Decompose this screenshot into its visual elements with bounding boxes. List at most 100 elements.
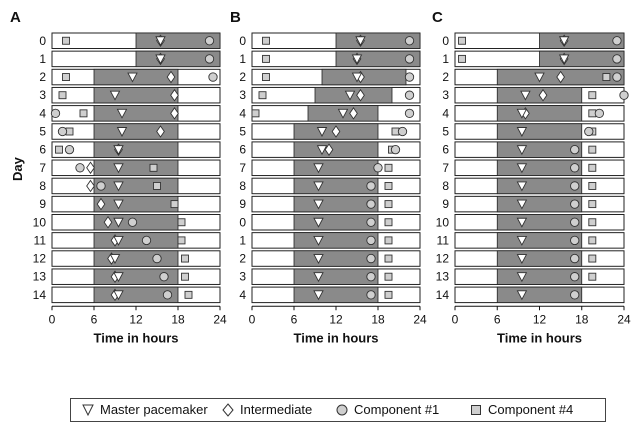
dark-interval <box>496 177 583 195</box>
component1-marker <box>612 54 622 64</box>
x-tick-label: 0 <box>249 312 256 326</box>
master-marker <box>313 254 324 265</box>
component1-marker <box>570 272 580 282</box>
intermediate-marker <box>86 161 95 175</box>
component4-marker <box>170 200 179 209</box>
x-tick-label: 18 <box>371 312 385 326</box>
x-tick-label: 18 <box>171 312 185 326</box>
master-marker <box>313 290 324 301</box>
panel-c <box>454 32 629 311</box>
master-marker <box>313 272 324 283</box>
master-marker <box>516 145 528 156</box>
x-axis-label: Time in hours <box>94 330 179 345</box>
day-tick-label: 10 <box>33 215 47 229</box>
x-tick-label: 0 <box>452 312 459 326</box>
intermediate-marker <box>86 179 95 193</box>
component4-marker <box>384 181 393 190</box>
component4-marker <box>602 73 611 82</box>
dark-interval <box>293 250 379 267</box>
master-marker <box>313 235 324 246</box>
day-tick-label: 4 <box>239 106 246 120</box>
component4-marker <box>384 236 393 245</box>
day-tick-label: 9 <box>442 197 449 211</box>
panel-a <box>50 32 221 311</box>
x-tick-label: 12 <box>533 312 547 326</box>
intermediate-marker <box>103 215 113 229</box>
x-tick-label: 6 <box>494 312 501 326</box>
intermediate-marker <box>96 197 106 211</box>
component1-marker <box>127 217 138 227</box>
component1-marker <box>404 36 415 46</box>
x-tick-label: 12 <box>129 312 143 326</box>
component1-marker <box>366 290 376 300</box>
day-tick-label: 5 <box>442 125 449 139</box>
x-tick-label: 18 <box>575 312 589 326</box>
component4-marker <box>58 91 67 100</box>
day-tick-label: 9 <box>239 197 246 211</box>
component1-marker <box>204 36 215 46</box>
master-marker <box>113 235 124 246</box>
component4-marker <box>384 218 393 227</box>
dark-interval <box>93 105 179 122</box>
day-tick-label: 1 <box>442 52 449 66</box>
circle-icon <box>336 404 348 415</box>
legend: Master pacemaker Intermediate Component … <box>70 398 606 422</box>
component4-marker <box>153 181 161 190</box>
component4-marker <box>62 73 70 82</box>
day-tick-label: 6 <box>39 143 46 157</box>
legend-label-component1: Component #1 <box>354 402 440 417</box>
dark-interval <box>93 250 179 267</box>
dark-interval <box>293 286 379 304</box>
master-marker <box>344 90 356 101</box>
day-tick-label: 4 <box>239 288 246 302</box>
panel-letter-c: C <box>432 9 443 26</box>
x-tick-label: 24 <box>617 312 631 326</box>
component1-marker <box>162 290 173 300</box>
component1-marker <box>366 181 376 191</box>
day-tick-label: 8 <box>442 179 449 193</box>
day-tick-label: 10 <box>436 215 450 229</box>
day-tick-label: 8 <box>239 179 246 193</box>
master-marker <box>313 163 324 174</box>
component4-marker <box>588 236 597 245</box>
panel-b <box>251 32 421 311</box>
legend-item-intermediate: Intermediate <box>221 402 312 417</box>
dark-interval <box>293 232 379 249</box>
intermediate-marker <box>331 125 341 138</box>
master-marker <box>313 199 324 210</box>
master-marker <box>516 163 528 174</box>
legend-label-master: Master pacemaker <box>100 402 208 417</box>
component1-marker <box>584 126 594 137</box>
master-marker <box>313 217 324 228</box>
intermediate-marker <box>170 88 179 102</box>
master-marker <box>113 163 124 174</box>
component1-marker <box>404 90 415 100</box>
day-tick-label: 9 <box>39 197 46 211</box>
dark-interval <box>539 32 625 49</box>
component1-marker <box>75 163 85 173</box>
component1-marker <box>404 72 415 82</box>
component4-marker <box>384 254 393 263</box>
day-tick-label: 0 <box>239 215 246 229</box>
day-tick-label: 4 <box>39 106 46 120</box>
component4-marker <box>79 109 88 118</box>
master-marker <box>155 36 166 47</box>
master-marker <box>516 108 528 119</box>
x-tick-label: 6 <box>291 312 298 326</box>
dark-interval <box>93 87 179 104</box>
component4-marker <box>184 290 193 299</box>
legend-item-component4: Component #4 <box>469 402 573 417</box>
master-marker <box>113 272 124 283</box>
component4-marker <box>149 163 158 172</box>
intermediate-marker <box>538 88 548 102</box>
component1-marker <box>570 253 580 264</box>
day-tick-label: 11 <box>437 233 450 247</box>
component1-marker <box>404 108 415 119</box>
legend-item-master: Master pacemaker <box>81 402 208 417</box>
day-tick-label: 2 <box>239 70 246 84</box>
day-tick-label: 1 <box>39 52 46 66</box>
day-tick-label: 7 <box>239 161 246 175</box>
master-marker <box>155 54 166 65</box>
dark-interval <box>93 177 179 195</box>
component1-marker <box>366 199 376 209</box>
